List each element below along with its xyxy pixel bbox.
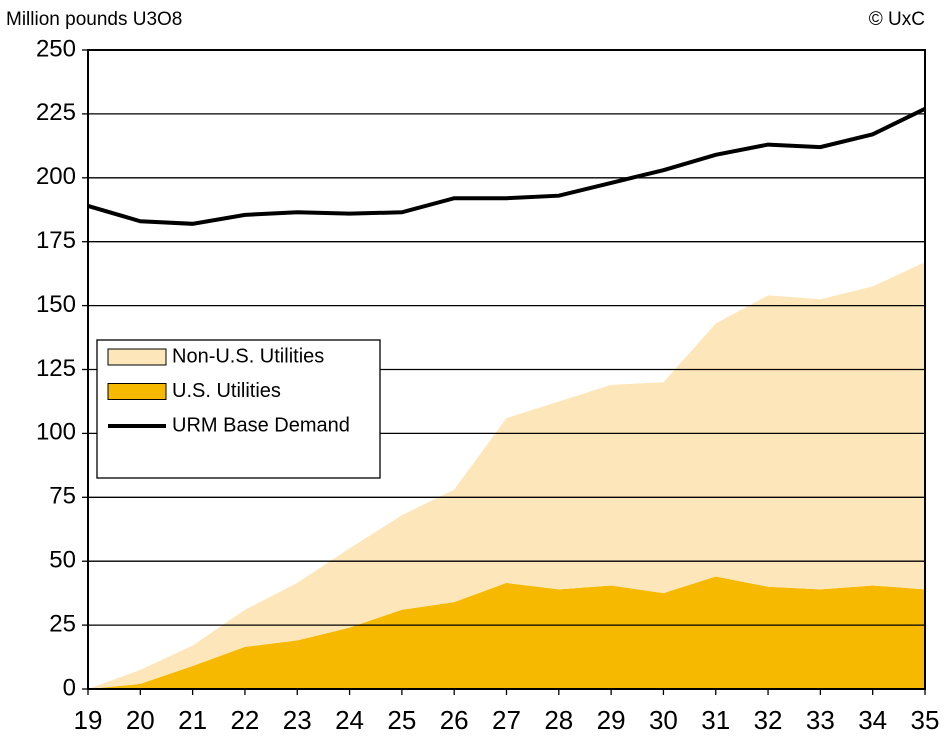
x-tick-label: 33	[806, 705, 835, 735]
y-tick-label: 75	[49, 483, 76, 510]
y-tick-label: 175	[36, 227, 76, 254]
legend-label: U.S. Utilities	[172, 380, 281, 402]
area	[88, 576, 925, 689]
x-tick-label: 23	[283, 705, 312, 735]
x-tick-label: 24	[335, 705, 364, 735]
legend-swatch	[107, 383, 167, 400]
x-tick-label: 20	[126, 705, 155, 735]
y-tick-label: 50	[49, 547, 76, 574]
x-tick-label: 27	[492, 705, 521, 735]
y-tick-label: 150	[36, 291, 76, 318]
y-tick-label: 200	[36, 163, 76, 190]
y-tick-label: 25	[49, 610, 76, 637]
x-tick-label: 34	[858, 705, 887, 735]
source: © UxC	[869, 9, 925, 30]
x-tick-label: 21	[178, 705, 207, 735]
legend-label: URM Base Demand	[172, 414, 350, 436]
x-tick-label: 30	[649, 705, 678, 735]
x-tick-label: 19	[74, 705, 103, 735]
y-tick-label: 0	[63, 674, 76, 701]
x-tick-label: 22	[230, 705, 259, 735]
x-tick-label: 31	[701, 705, 730, 735]
x-tick-label: 35	[911, 705, 940, 735]
x-tick-label: 29	[597, 705, 626, 735]
y-tick-label: 125	[36, 355, 76, 382]
x-tick-label: 25	[387, 705, 416, 735]
y-tick-label: 225	[36, 99, 76, 126]
y-axis-title: Million pounds U3O8	[6, 9, 182, 30]
legend-swatch	[107, 348, 167, 366]
x-tick-label: 32	[754, 705, 783, 735]
y-tick-label: 250	[36, 35, 76, 62]
y-tick-label: 100	[36, 419, 76, 446]
legend-label: Non-U.S. Utilities	[172, 345, 324, 367]
line	[87, 106, 926, 226]
x-tick-label: 28	[544, 705, 573, 735]
x-tick-label: 26	[440, 705, 469, 735]
